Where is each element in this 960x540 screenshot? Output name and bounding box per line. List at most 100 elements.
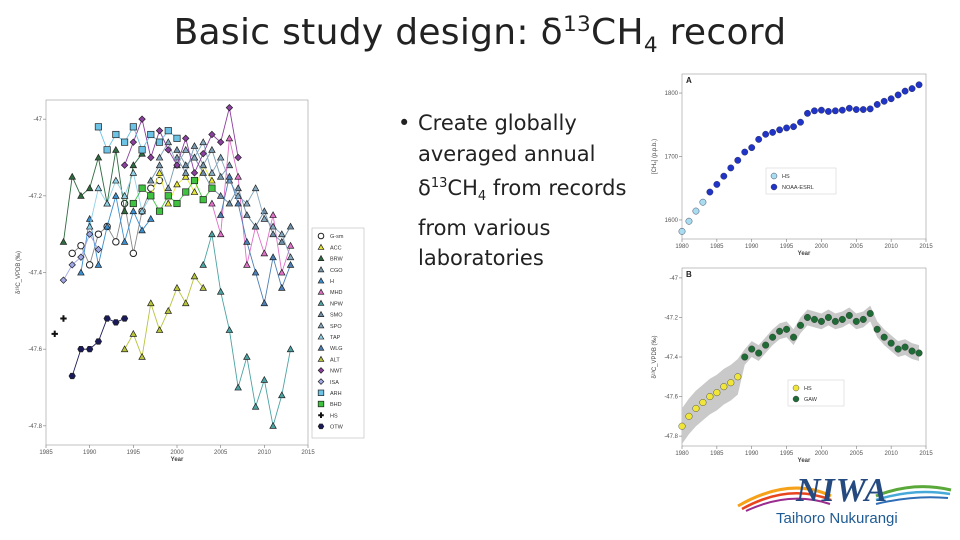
data-point [208, 176, 216, 184]
data-point [251, 268, 260, 276]
data-point [810, 315, 818, 323]
data-point [873, 325, 881, 333]
x-tick-label: 2005 [850, 244, 864, 250]
data-point [269, 421, 277, 429]
x-tick-label: 1995 [780, 244, 794, 250]
left-scatter-chart: 1985 1990 1995 2000 2005 2010 2015 -47 -47.2 -47.… [16, 99, 365, 463]
bullet-text: Create globally averaged annual δ13CH4 f… [418, 111, 627, 271]
data-point [120, 237, 129, 245]
legend-label: ARH [330, 391, 342, 397]
legend-label: ALT [330, 357, 340, 363]
data-point [68, 249, 76, 258]
data-point [190, 153, 199, 161]
data-point [915, 349, 923, 357]
data-point [181, 168, 190, 176]
data-point [129, 161, 138, 169]
data-point [251, 222, 260, 230]
legend-label: SMO [330, 313, 343, 319]
data-point [692, 404, 700, 412]
data-point [783, 124, 790, 132]
legend-label: HS [804, 386, 812, 392]
data-point [755, 135, 763, 143]
data-point [852, 106, 860, 113]
x-tick-label: 1990 [83, 450, 97, 456]
data-point [155, 168, 164, 176]
data-point [120, 315, 129, 322]
data-point [147, 192, 155, 200]
data-point [243, 211, 251, 218]
data-point [94, 338, 103, 345]
legend-label: ISA [330, 380, 339, 386]
x-tick-label: 2005 [850, 451, 864, 457]
data-point [866, 309, 874, 317]
data-point [173, 180, 181, 188]
data-point [269, 230, 277, 238]
data-point [138, 146, 146, 154]
data-point [260, 249, 269, 257]
data-point [699, 398, 707, 406]
data-point [243, 199, 251, 207]
data-point [86, 346, 94, 353]
data-point [776, 327, 784, 335]
data-point [748, 345, 756, 353]
legend-marker [317, 232, 325, 240]
x-tick-label: 2015 [919, 244, 933, 250]
legend-marker [317, 243, 325, 250]
data-point [120, 191, 129, 199]
data-point [85, 222, 94, 230]
data-point [164, 138, 173, 146]
data-point [216, 287, 225, 295]
data-point [783, 325, 791, 333]
data-point [164, 146, 172, 154]
data-point [269, 253, 277, 261]
data-point [173, 161, 181, 169]
data-point [120, 161, 129, 169]
panel-b-chart: 1980 1985 1990 1995 2000 2005 2010 2015 -47 -47.2… [652, 267, 933, 464]
data-point [234, 191, 242, 199]
plot-frame [681, 267, 927, 447]
data-point [234, 153, 242, 162]
data-point [845, 104, 853, 112]
data-point [112, 191, 120, 199]
data-point [748, 144, 756, 152]
legend-marker [318, 412, 324, 418]
data-point [173, 283, 181, 291]
data-point [894, 91, 902, 99]
data-point [199, 283, 207, 291]
data-point [720, 383, 728, 391]
data-point [880, 333, 888, 341]
legend-label: CGO [330, 268, 343, 274]
y-tick-label: -47.2 [664, 315, 678, 321]
x-axis-label: Year [171, 457, 184, 463]
legend-label: NWT [330, 369, 343, 375]
legend-label: G-sm [330, 234, 344, 240]
series-line [63, 149, 143, 242]
data-point [845, 311, 853, 319]
data-point [208, 184, 216, 192]
data-point [831, 317, 839, 325]
legend-marker [770, 172, 778, 180]
x-tick-label: 1980 [675, 244, 689, 250]
panel-label: B [686, 270, 692, 279]
data-point [208, 199, 216, 207]
data-point [741, 353, 749, 361]
data-point [278, 230, 286, 238]
data-point [155, 153, 164, 161]
data-point [129, 123, 137, 131]
data-point [182, 134, 190, 143]
data-point [112, 130, 120, 139]
data-point [286, 253, 295, 261]
data-point [251, 402, 260, 410]
data-point [77, 191, 85, 199]
data-point [155, 126, 164, 135]
legend-marker [317, 400, 325, 408]
y-tick-label: -47.4 [664, 355, 678, 361]
data-point [190, 142, 199, 149]
y-tick-label: -47.2 [28, 194, 42, 200]
data-point [216, 230, 225, 238]
data-point [216, 211, 225, 218]
data-point [199, 149, 207, 158]
data-point [727, 164, 735, 172]
x-tick-label: 2010 [884, 451, 898, 457]
x-tick-label: 1985 [710, 451, 724, 457]
